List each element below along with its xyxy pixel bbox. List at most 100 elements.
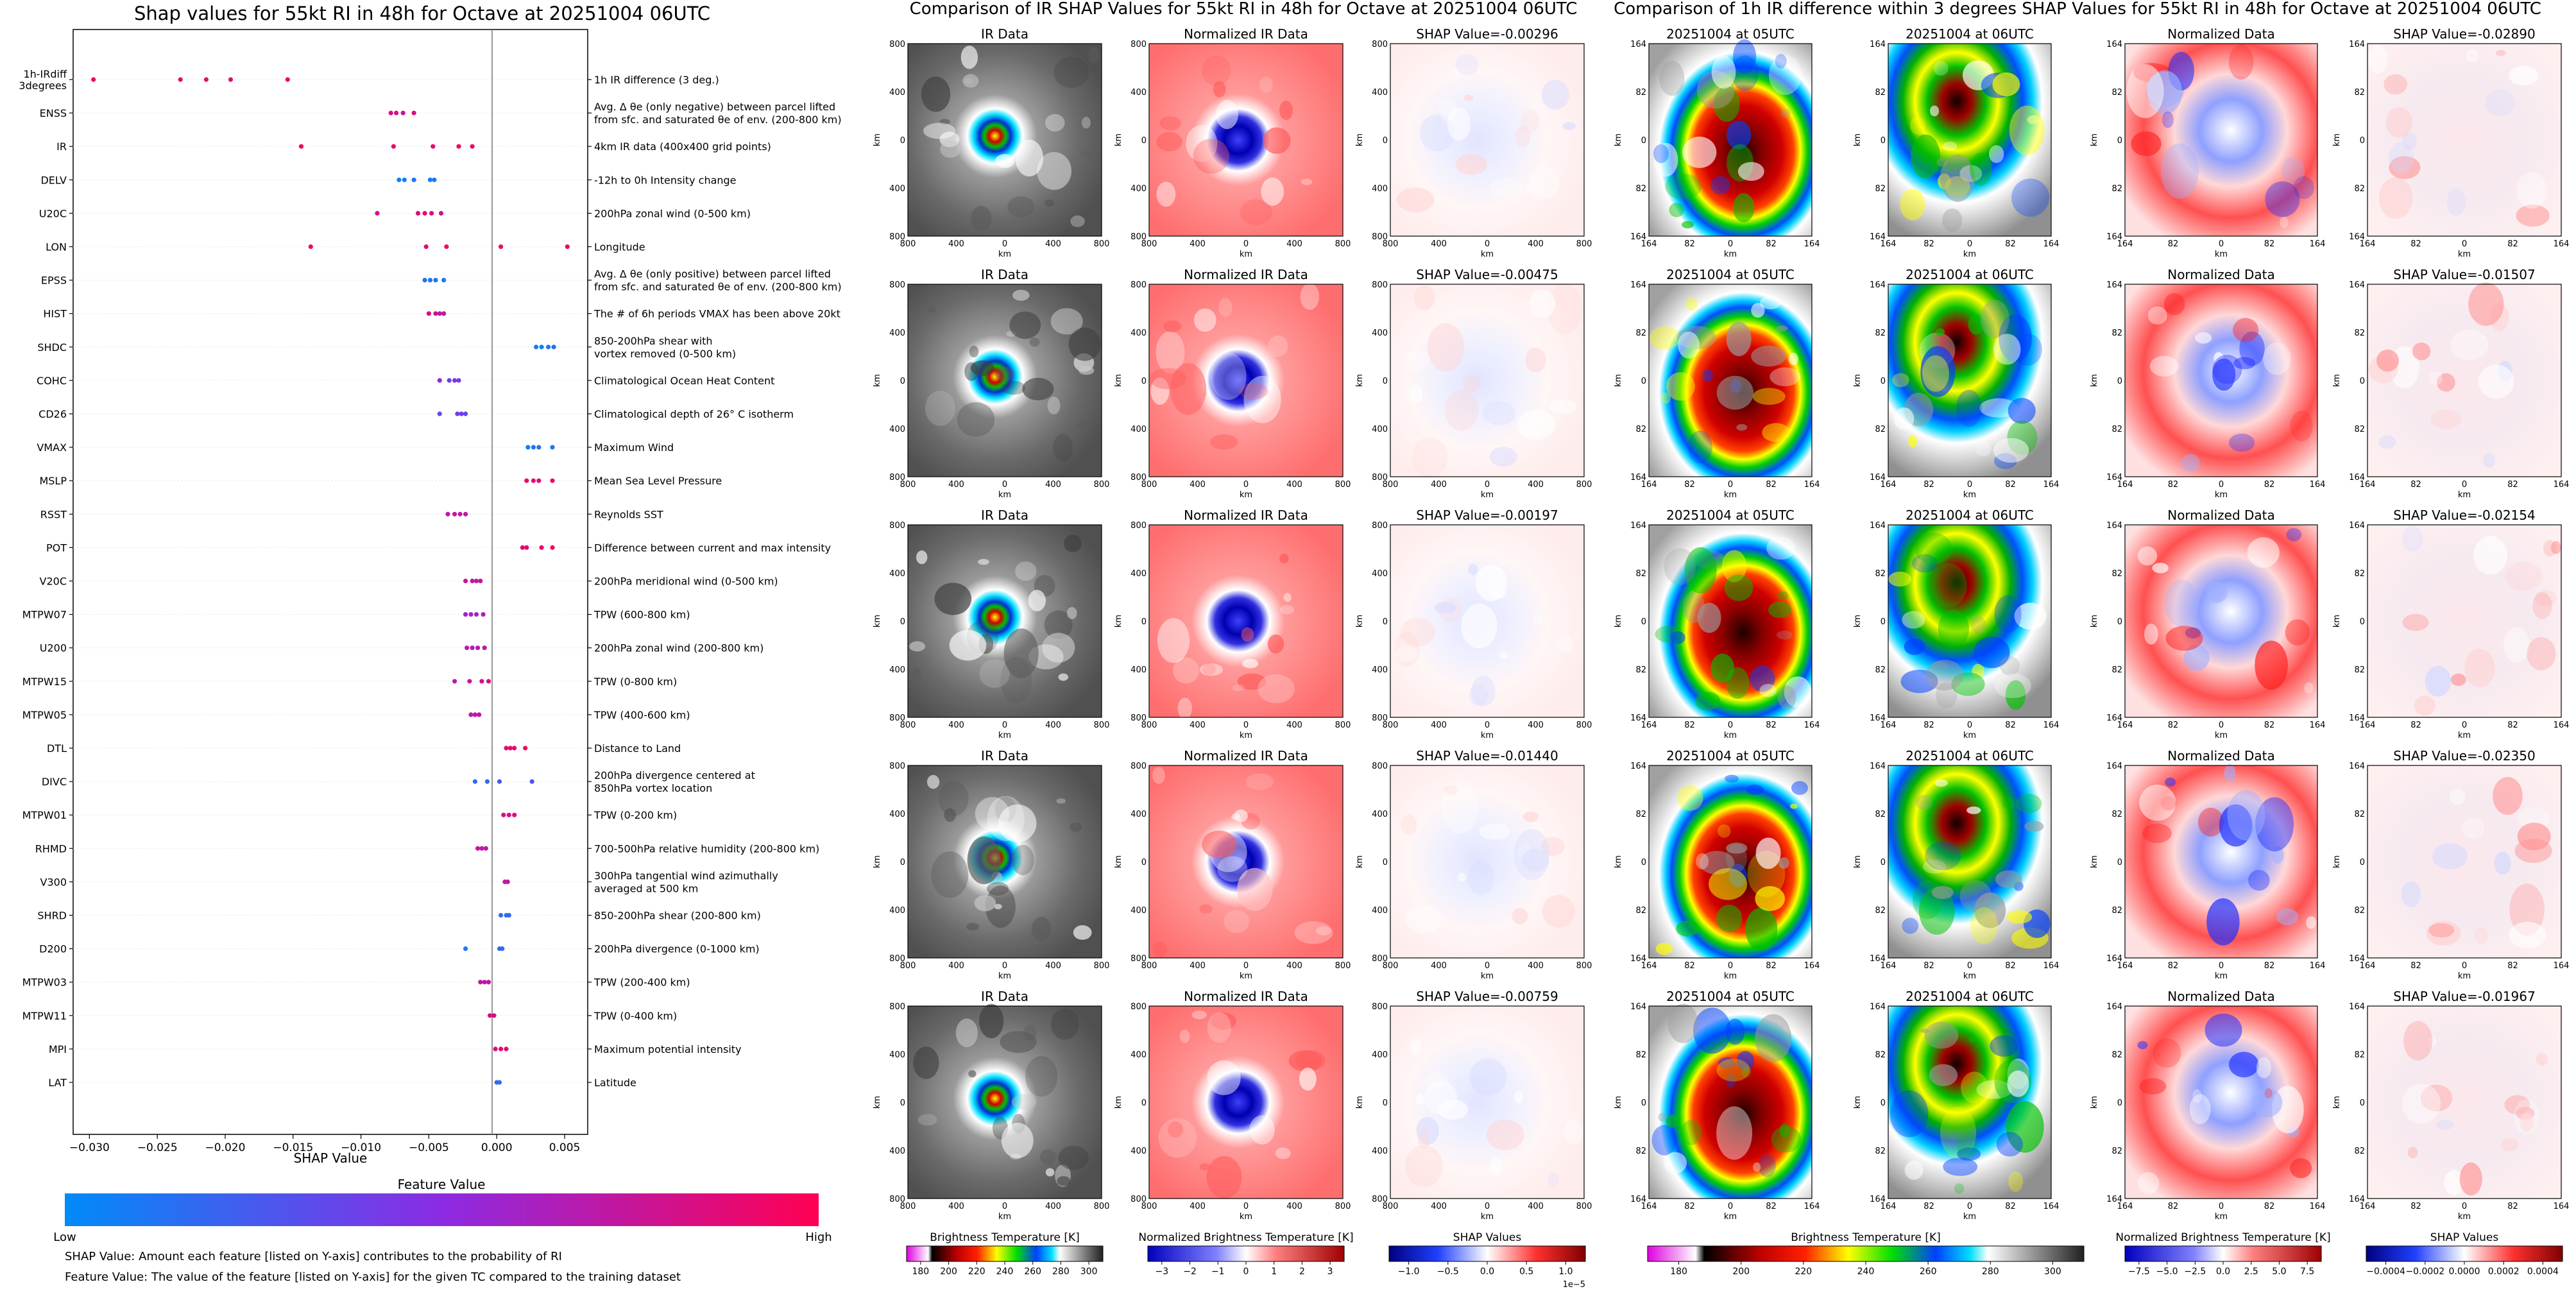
- shap-point: [457, 511, 463, 516]
- x-tick-label: 800: [1094, 961, 1110, 971]
- texture-blob: [1471, 676, 1496, 706]
- texture-blob: [1920, 346, 1956, 397]
- x-axis-label: km: [1724, 971, 1737, 981]
- y-axis-label: km: [1853, 133, 1863, 146]
- irdiff-image-grid: 20251004 at 05UTC1641648282008282164164k…: [1614, 26, 2569, 1222]
- texture-blob: [2137, 1041, 2148, 1050]
- x-axis-label: km: [998, 1212, 1011, 1222]
- texture-blob: [1542, 894, 1575, 928]
- panel-title: SHAP Value=-0.02350: [2393, 748, 2535, 764]
- y-tick-label: 164: [2349, 954, 2365, 964]
- x-tick-label: 164: [1641, 961, 1657, 971]
- y-tick-label: 164: [2106, 713, 2122, 723]
- x-tick-label: 800: [1094, 480, 1110, 490]
- feature-label: DELV: [40, 174, 67, 186]
- panel-title: 20251004 at 06UTC: [1906, 748, 2034, 764]
- texture-blob: [1936, 157, 1948, 167]
- texture-blob: [1525, 347, 1546, 373]
- texture-blob: [1682, 136, 1717, 168]
- shap-point: [468, 612, 473, 617]
- texture-blob: [1234, 809, 1248, 823]
- feature-description: Latitude: [594, 1077, 636, 1089]
- x-tick-label: 0.000: [481, 1141, 513, 1154]
- y-tick-label: 400: [1130, 329, 1147, 338]
- texture-blob: [1073, 925, 1092, 940]
- colorbar-title: Brightness Temperature [K]: [930, 1231, 1079, 1244]
- y-tick-label: 164: [2349, 1195, 2365, 1204]
- x-axis-label: km: [998, 250, 1011, 259]
- feature-description: 200hPa divergence centered at 850hPa vort…: [594, 769, 755, 794]
- x-tick-label: 800: [1383, 1202, 1399, 1211]
- texture-blob: [1152, 767, 1165, 784]
- y-tick-label: 400: [889, 184, 905, 194]
- x-tick-label: 0: [1967, 239, 1972, 249]
- texture-blob: [2412, 342, 2431, 361]
- texture-blob: [2428, 923, 2455, 938]
- texture-blob: [1079, 366, 1095, 375]
- colorbar-tick-label: 0.0004: [2527, 1267, 2559, 1277]
- texture-blob: [949, 630, 987, 661]
- x-tick-label: 800: [1094, 239, 1110, 249]
- texture-blob: [2403, 1021, 2433, 1061]
- texture-blob: [1444, 785, 1458, 796]
- y-tick-label: 82: [2111, 88, 2122, 98]
- x-axis-label: km: [1481, 971, 1494, 981]
- texture-blob: [1156, 132, 1182, 152]
- shap-point: [441, 311, 447, 316]
- texture-blob: [1499, 651, 1508, 660]
- texture-blob: [964, 362, 979, 381]
- texture-blob: [2147, 306, 2167, 325]
- y-tick-label: 164: [1870, 1195, 1886, 1204]
- y-tick-label: 400: [889, 425, 905, 434]
- x-tick-label: 400: [1045, 721, 1061, 730]
- y-tick-label: 82: [1635, 184, 1646, 194]
- texture-blob: [1088, 46, 1100, 64]
- x-tick-label: 800: [1576, 961, 1592, 971]
- x-tick-label: 0: [2462, 961, 2467, 971]
- shap-point: [505, 879, 510, 884]
- colorbar-tick-label: 220: [1795, 1267, 1812, 1277]
- x-tick-label: 82: [2507, 239, 2518, 249]
- texture-blob: [1775, 54, 1787, 69]
- y-tick-label: 164: [2349, 280, 2365, 290]
- texture-blob: [1736, 423, 1748, 431]
- nir-panel: Normalized IR Data8008004004000040040080…: [1114, 508, 1351, 740]
- x-axis-label: km: [2215, 971, 2228, 981]
- texture-blob: [1726, 1073, 1736, 1088]
- texture-blob: [1258, 674, 1295, 704]
- colorbar-tick-label: 300: [2044, 1267, 2061, 1277]
- x-axis-label: km: [1963, 1212, 1976, 1222]
- texture-blob: [1778, 857, 1789, 869]
- colorbar-tick-label: 220: [968, 1267, 985, 1277]
- texture-blob: [1045, 114, 1065, 132]
- texture-blob: [1951, 672, 1985, 696]
- x-axis-label: km: [1240, 490, 1252, 500]
- x-tick-label: 800: [1094, 721, 1110, 730]
- y-tick-label: 164: [1870, 521, 1886, 531]
- colorbar-title: Normalized Brightness Temperature [K]: [1138, 1231, 1353, 1244]
- y-tick-label: 0: [900, 377, 905, 386]
- texture-blob: [2015, 794, 2042, 814]
- texture-blob: [1455, 54, 1479, 75]
- y-tick-label: 0: [1141, 377, 1147, 386]
- panel-title: SHAP Value=-0.00475: [1416, 267, 1558, 282]
- texture-blob: [2367, 45, 2388, 74]
- texture-blob: [2420, 1084, 2453, 1112]
- colorbar: [2124, 1245, 2322, 1262]
- colorbar-tick-label: 280: [1052, 1267, 1070, 1277]
- x-tick-label: 0: [1243, 480, 1249, 490]
- texture-blob: [2247, 537, 2280, 568]
- texture-blob: [1300, 283, 1320, 311]
- x-tick-label: 400: [948, 480, 964, 490]
- y-axis-label: km: [1614, 855, 1623, 868]
- shap-point: [546, 345, 551, 350]
- texture-blob: [1651, 1125, 1677, 1156]
- shap-point: [444, 244, 449, 250]
- shap-point: [506, 812, 511, 817]
- colorbar-tick-label: 260: [1024, 1267, 1041, 1277]
- feature-descriptions: 1h IR difference (3 deg.) Avg. Δ θe (only…: [588, 74, 842, 1089]
- texture-blob: [2290, 411, 2313, 441]
- y-tick-label: 400: [889, 88, 905, 98]
- feature-description: Longitude: [594, 241, 645, 253]
- y-axis-label: km: [873, 374, 882, 387]
